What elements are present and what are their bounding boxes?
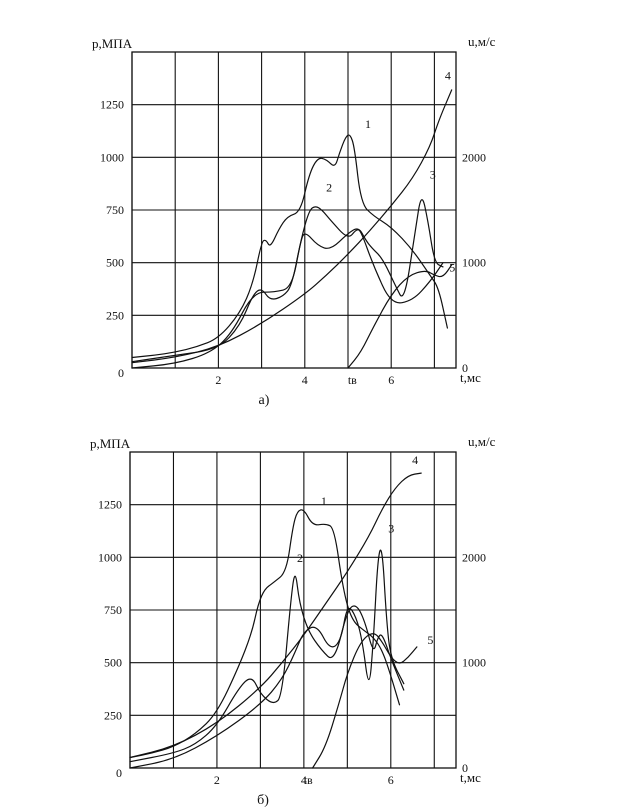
x-tick-label: 2: [214, 773, 220, 787]
series-3-label: 3: [430, 168, 436, 182]
series-1-label: 1: [365, 117, 371, 131]
y-tick-label: 0: [118, 366, 124, 380]
marker-label: tв: [348, 373, 357, 387]
series-2-label: 2: [326, 180, 332, 194]
x-axis-label: t,мс: [460, 770, 481, 785]
y-tick-label: 1000: [100, 150, 124, 164]
y-tick-label: 500: [106, 256, 124, 270]
series-2-line: [131, 206, 444, 363]
series-3-label: 3: [388, 521, 394, 535]
series-3-line: [131, 199, 444, 369]
y2-tick-label: 2000: [462, 550, 486, 564]
y-tick-label: 750: [104, 603, 122, 617]
x-tick-label: 2: [215, 373, 221, 387]
series-1-label: 1: [321, 494, 327, 508]
series-5-label: 5: [449, 260, 455, 274]
y-tick-label: 1000: [98, 550, 122, 564]
series-5-line: [347, 264, 453, 369]
series-1-line: [131, 134, 448, 359]
x-tick-label: 4: [302, 373, 308, 387]
y2-tick-label: 1000: [462, 656, 486, 670]
y-tick-label: 1250: [100, 98, 124, 112]
series-5-label: 5: [427, 633, 433, 647]
y2-axis-label: u,м/с: [468, 34, 496, 49]
series-4-label: 4: [445, 69, 451, 83]
x-tick-label: 6: [388, 373, 394, 387]
series-4-line: [129, 472, 422, 759]
y-tick-label: 1250: [98, 498, 122, 512]
y-tick-label: 0: [116, 766, 122, 780]
chart-caption: а): [259, 393, 270, 408]
plot-frame: [129, 451, 457, 769]
marker-label: tв: [304, 773, 313, 787]
y-tick-label: 500: [104, 656, 122, 670]
chart-a: 0 250 500 750 1000 1250 0 1000 2000 2 4 6 р,МПА u,м/с…: [92, 34, 496, 408]
series-5-line: [312, 633, 418, 769]
series-3-line: [129, 549, 405, 769]
y-tick-label: 750: [106, 203, 124, 217]
x-tick-label: 4: [301, 773, 307, 787]
series-2-line: [129, 575, 405, 763]
y2-tick-label: 0: [462, 361, 468, 375]
x-axis-label: t,мс: [460, 370, 481, 385]
y2-tick-label: 1000: [462, 256, 486, 270]
y2-axis-label: u,м/с: [468, 434, 496, 449]
y-tick-label: 250: [106, 308, 124, 322]
y-axis-label: р,МПА: [90, 436, 131, 451]
y-tick-label: 250: [104, 708, 122, 722]
chart-b: 0 250 500 750 1000 1250 0 1000 2000 2 4 6 р,МПА u,м/с…: [90, 434, 496, 808]
x-tick-label: 6: [388, 773, 394, 787]
chart-caption: б): [257, 793, 269, 808]
y2-tick-label: 0: [462, 761, 468, 775]
series-4-line: [131, 89, 453, 364]
series-4-label: 4: [412, 453, 418, 467]
series-2-label: 2: [297, 551, 303, 565]
y2-tick-label: 2000: [462, 150, 486, 164]
y-axis-label: р,МПА: [92, 36, 133, 51]
plot-frame: [131, 51, 457, 369]
series-1-line: [129, 509, 401, 759]
